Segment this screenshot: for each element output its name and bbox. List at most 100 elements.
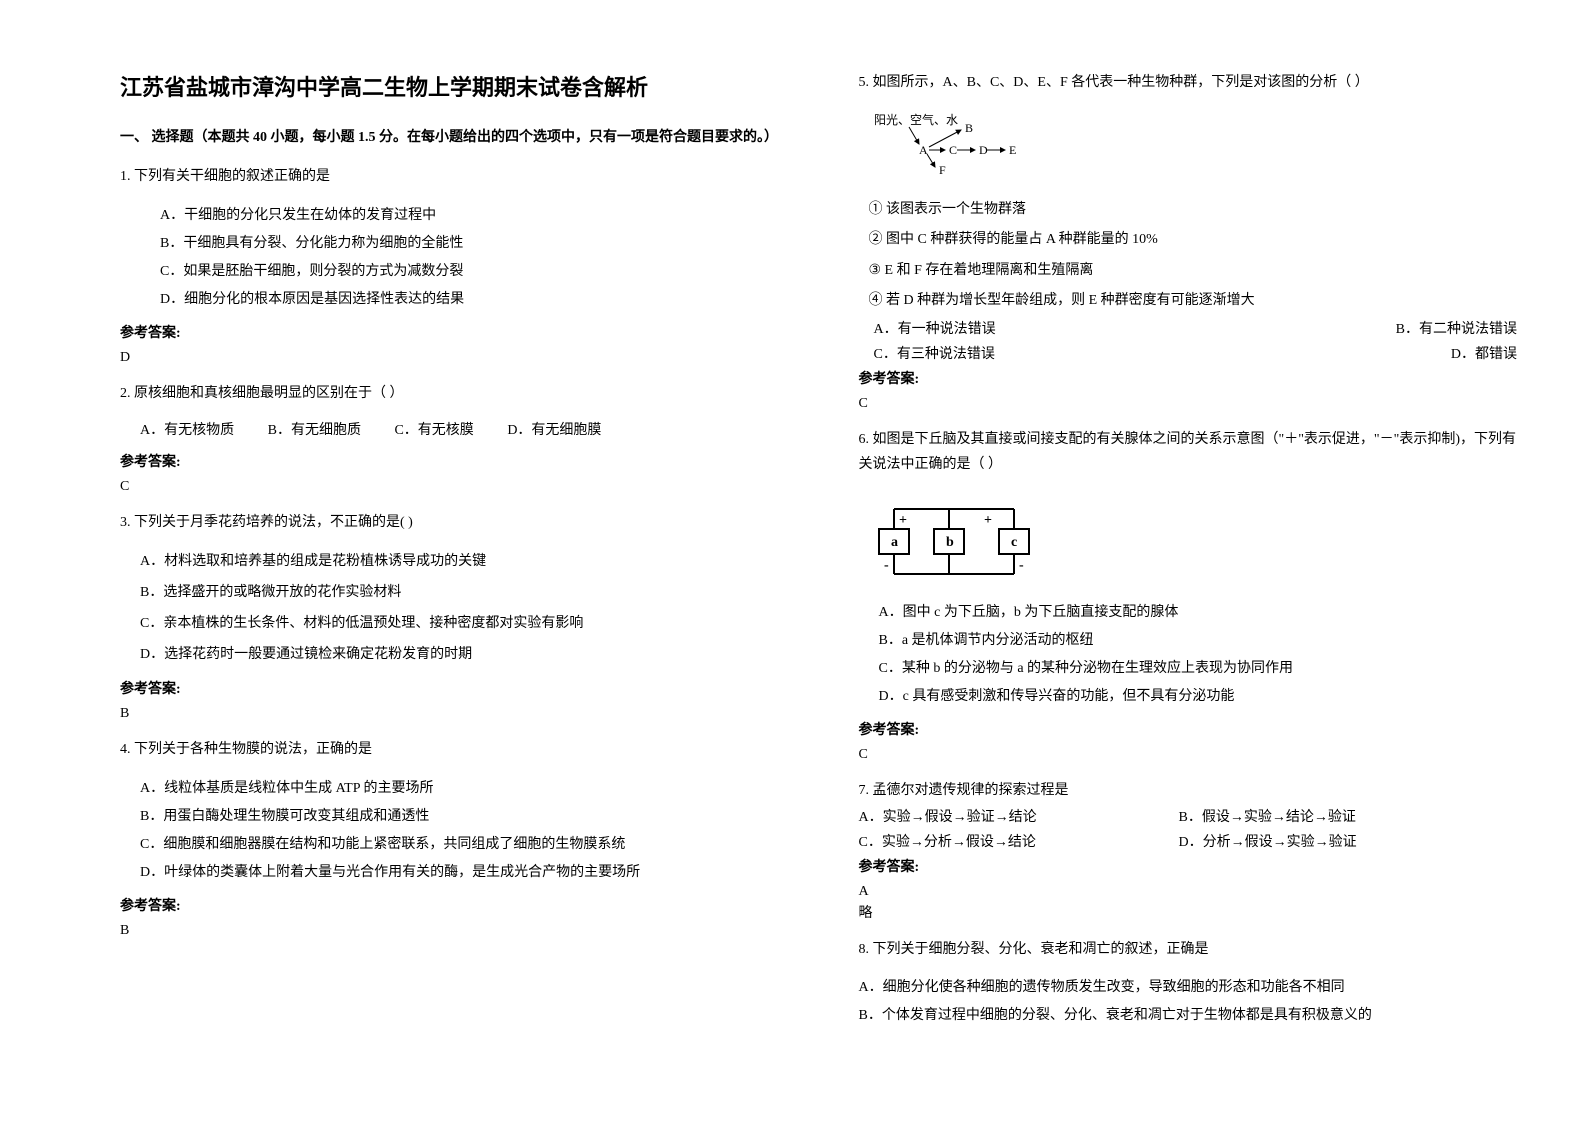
q8-num: 8. [859, 942, 870, 957]
q7-answer-label: 参考答案: [859, 856, 1518, 876]
svg-text:+: + [899, 513, 907, 528]
q4-answer: B [120, 923, 779, 939]
q2-opt-b: B．有无细胞质 [268, 418, 361, 443]
q5-sub4: ④ 若 D 种群为增长型年龄组成，则 E 种群密度有可能逐渐增大 [869, 288, 1518, 313]
q6-opt-b: B．a 是机体调节内分泌活动的枢纽 [879, 627, 1518, 655]
q8-opt-b: B．个体发育过程中细胞的分裂、分化、衰老和凋亡对于生物体都是具有积极意义的 [859, 1002, 1518, 1030]
section-header: 一、 选择题（本题共 40 小题，每小题 1.5 分。在每小题给出的四个选项中，… [120, 127, 779, 149]
svg-text:a: a [891, 535, 898, 550]
q2-opt-a: A．有无核物质 [140, 418, 234, 443]
svg-text:E: E [1009, 143, 1016, 157]
q4-text: 下列关于各种生物膜的说法，正确的是 [134, 742, 372, 757]
question-3: 3. 下列关于月季花药培养的说法，不正确的是( ) [120, 510, 779, 535]
q2-options: A．有无核物质 B．有无细胞质 C．有无核膜 D．有无细胞膜 [140, 418, 779, 443]
right-column: 5. 如图所示，A、B、C、D、E、F 各代表一种生物种群，下列是对该图的分析（… [819, 70, 1538, 1092]
q2-opt-c: C．有无核膜 [394, 418, 473, 443]
question-7: 7. 孟德尔对遗传规律的探索过程是 [859, 778, 1518, 803]
question-2: 2. 原核细胞和真核细胞最明显的区别在于（ ） [120, 381, 779, 406]
q3-opt-b: B．选择盛开的或略微开放的花作实验材料 [140, 578, 779, 609]
q5-opt-a: A．有一种说法错误 [874, 318, 996, 338]
q5-diagram: 阳光、空气、水 A B C D E F [869, 112, 1049, 182]
q2-answer-label: 参考答案: [120, 451, 779, 471]
svg-text:D: D [979, 143, 988, 157]
svg-text:+: + [984, 513, 992, 528]
q5-sub1: ① 该图表示一个生物群落 [869, 197, 1518, 222]
q3-opt-d: D．选择花药时一般要通过镜检来确定花粉发育的时期 [140, 640, 779, 671]
q8-options: A．细胞分化使各种细胞的遗传物质发生改变，导致细胞的形态和功能各不相同 B．个体… [859, 974, 1518, 1030]
q4-answer-label: 参考答案: [120, 895, 779, 915]
q6-num: 6. [859, 432, 870, 447]
q3-answer-label: 参考答案: [120, 678, 779, 698]
q7-extra: 略 [859, 902, 1518, 922]
q5-opt-c: C．有三种说法错误 [874, 343, 995, 363]
q7-num: 7. [859, 783, 870, 798]
left-column: 江苏省盐城市漳沟中学高二生物上学期期末试卷含解析 一、 选择题（本题共 40 小… [100, 70, 819, 1092]
q1-text: 下列有关干细胞的叙述正确的是 [134, 169, 330, 184]
q7-opt-d: D．分析→假设→实验→验证 [1179, 831, 1357, 851]
q2-text: 原核细胞和真核细胞最明显的区别在于（ ） [134, 386, 404, 401]
q5-opts-row2: C．有三种说法错误 D．都错误 [859, 343, 1518, 363]
svg-text:-: - [1019, 558, 1024, 573]
q6-answer: C [859, 747, 1518, 763]
q4-opt-d: D．叶绿体的类囊体上附着大量与光合作用有关的酶，是生成光合产物的主要场所 [140, 859, 779, 887]
svg-text:B: B [965, 121, 973, 135]
question-5: 5. 如图所示，A、B、C、D、E、F 各代表一种生物种群，下列是对该图的分析（… [859, 70, 1518, 95]
question-4: 4. 下列关于各种生物膜的说法，正确的是 [120, 737, 779, 762]
q1-opt-c: C．如果是胚胎干细胞，则分裂的方式为减数分裂 [160, 258, 779, 286]
q5-text: 如图所示，A、B、C、D、E、F 各代表一种生物种群，下列是对该图的分析（ ） [873, 75, 1369, 90]
q5-opt-b: B．有二种说法错误 [1396, 318, 1517, 338]
svg-text:-: - [884, 558, 889, 573]
q1-answer-label: 参考答案: [120, 322, 779, 342]
q2-opt-d: D．有无细胞膜 [507, 418, 601, 443]
svg-text:C: C [949, 143, 957, 157]
question-6: 6. 如图是下丘脑及其直接或间接支配的有关腺体之间的关系示意图（"＋"表示促进，… [859, 427, 1518, 477]
q7-opt-b: B．假设→实验→结论→验证 [1179, 806, 1356, 826]
diagram-label: 阳光、空气、水 [874, 112, 958, 127]
svg-text:F: F [939, 163, 946, 177]
q6-text: 如图是下丘脑及其直接或间接支配的有关腺体之间的关系示意图（"＋"表示促进，"－"… [859, 432, 1517, 472]
q4-options: A．线粒体基质是线粒体中生成 ATP 的主要场所 B．用蛋白酶处理生物膜可改变其… [140, 775, 779, 887]
q5-answer: C [859, 396, 1518, 412]
q4-opt-a: A．线粒体基质是线粒体中生成 ATP 的主要场所 [140, 775, 779, 803]
q5-answer-label: 参考答案: [859, 368, 1518, 388]
question-8: 8. 下列关于细胞分裂、分化、衰老和凋亡的叙述，正确是 [859, 937, 1518, 962]
q2-answer: C [120, 479, 779, 495]
q7-opts-row2: C．实验→分析→假设→结论 D．分析→假设→实验→验证 [859, 831, 1518, 851]
q7-opts-row1: A．实验→假设→验证→结论 B．假设→实验→结论→验证 [859, 806, 1518, 826]
q6-diagram: a b c + + - - [869, 494, 1049, 584]
q1-opt-d: D．细胞分化的根本原因是基因选择性表达的结果 [160, 286, 779, 314]
q1-opt-a: A．干细胞的分化只发生在幼体的发育过程中 [160, 202, 779, 230]
q8-opt-a: A．细胞分化使各种细胞的遗传物质发生改变，导致细胞的形态和功能各不相同 [859, 974, 1518, 1002]
q1-num: 1. [120, 169, 131, 184]
q8-text: 下列关于细胞分裂、分化、衰老和凋亡的叙述，正确是 [873, 942, 1209, 957]
document-title: 江苏省盐城市漳沟中学高二生物上学期期末试卷含解析 [120, 70, 779, 102]
q7-answer: A [859, 884, 1518, 900]
q3-text: 下列关于月季花药培养的说法，不正确的是( ) [134, 515, 413, 530]
q6-options: A．图中 c 为下丘脑，b 为下丘脑直接支配的腺体 B．a 是机体调节内分泌活动… [879, 599, 1518, 711]
question-1: 1. 下列有关干细胞的叙述正确的是 [120, 164, 779, 189]
q4-num: 4. [120, 742, 131, 757]
q3-options: A．材料选取和培养基的组成是花粉植株诱导成功的关键 B．选择盛开的或略微开放的花… [140, 547, 779, 670]
q5-opt-d: D．都错误 [1451, 343, 1517, 363]
svg-text:A: A [919, 143, 928, 157]
q2-num: 2. [120, 386, 131, 401]
q7-opt-c: C．实验→分析→假设→结论 [859, 831, 1179, 851]
q6-answer-label: 参考答案: [859, 719, 1518, 739]
q6-opt-d: D．c 具有感受刺激和传导兴奋的功能，但不具有分泌功能 [879, 683, 1518, 711]
q6-opt-a: A．图中 c 为下丘脑，b 为下丘脑直接支配的腺体 [879, 599, 1518, 627]
svg-text:c: c [1011, 535, 1017, 550]
q5-sub3: ③ E 和 F 存在着地理隔离和生殖隔离 [869, 258, 1518, 283]
q4-opt-c: C．细胞膜和细胞器膜在结构和功能上紧密联系，共同组成了细胞的生物膜系统 [140, 831, 779, 859]
q4-opt-b: B．用蛋白酶处理生物膜可改变其组成和通透性 [140, 803, 779, 831]
q5-opts-row1: A．有一种说法错误 B．有二种说法错误 [859, 318, 1518, 338]
q5-sub2: ② 图中 C 种群获得的能量占 A 种群能量的 10% [869, 227, 1518, 252]
q1-opt-b: B．干细胞具有分裂、分化能力称为细胞的全能性 [160, 230, 779, 258]
q5-num: 5. [859, 75, 870, 90]
q3-answer: B [120, 706, 779, 722]
q7-opt-a: A．实验→假设→验证→结论 [859, 806, 1179, 826]
q3-opt-a: A．材料选取和培养基的组成是花粉植株诱导成功的关键 [140, 547, 779, 578]
q3-num: 3. [120, 515, 131, 530]
svg-text:b: b [946, 535, 954, 550]
q6-opt-c: C．某种 b 的分泌物与 a 的某种分泌物在生理效应上表现为协同作用 [879, 655, 1518, 683]
q3-opt-c: C．亲本植株的生长条件、材料的低温预处理、接种密度都对实验有影响 [140, 609, 779, 640]
